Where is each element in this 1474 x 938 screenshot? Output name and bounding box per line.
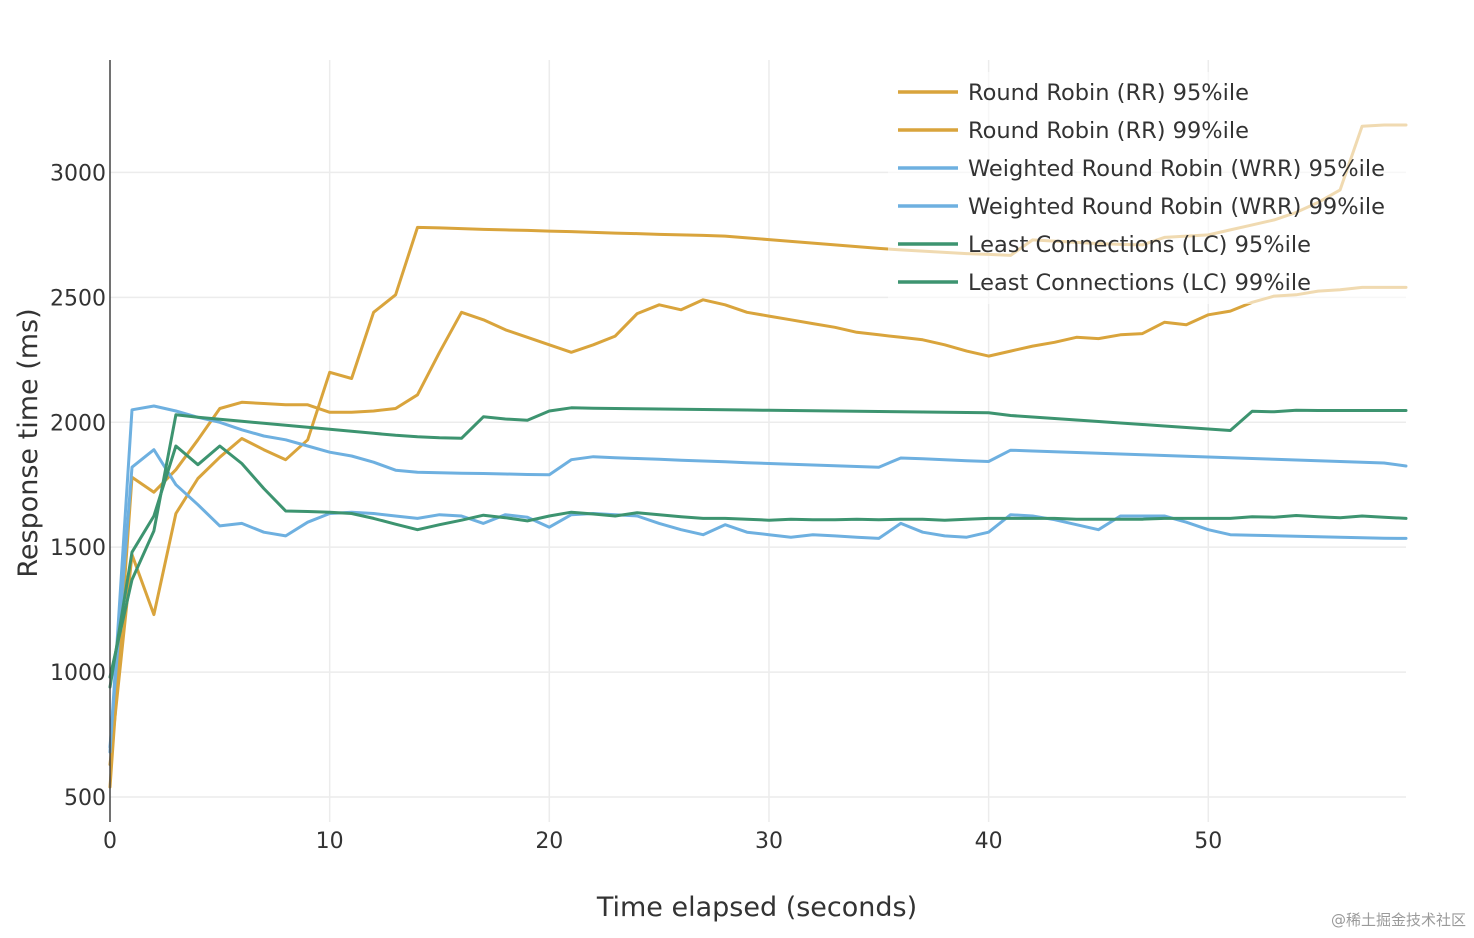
legend-label: Least Connections (LC) 95%ile: [968, 232, 1311, 258]
y-tick-label: 1000: [50, 661, 106, 686]
legend-item[interactable]: Round Robin (RR) 99%ile: [898, 118, 1249, 144]
y-tick-label: 3000: [50, 161, 106, 186]
x-tick-label: 10: [316, 829, 344, 854]
series-line-3: [108, 404, 1408, 754]
y-axis-title: Response time (ms): [13, 308, 44, 577]
x-tick-label: 40: [975, 829, 1003, 854]
x-tick-label: 0: [103, 829, 117, 854]
legend-label: Round Robin (RR) 95%ile: [968, 80, 1249, 106]
legend-item[interactable]: Round Robin (RR) 95%ile: [898, 80, 1249, 106]
y-tick-labels: 500 1000 1500 2000 2500 3000: [50, 161, 106, 811]
y-tick-label: 1500: [50, 536, 106, 561]
legend-item[interactable]: Weighted Round Robin (WRR) 95%ile: [898, 156, 1385, 182]
y-tick-label: 2500: [50, 286, 106, 311]
series-line-4: [108, 448, 1408, 749]
y-tick-label: 2000: [50, 411, 106, 436]
y-tick-label: 500: [64, 786, 106, 811]
legend-label: Round Robin (RR) 99%ile: [968, 118, 1249, 144]
legend-item[interactable]: Least Connections (LC) 99%ile: [898, 270, 1311, 296]
legend-label: Least Connections (LC) 99%ile: [968, 270, 1311, 296]
series-line-5: [108, 406, 1408, 679]
x-tick-label: 20: [535, 829, 563, 854]
legend-item[interactable]: Weighted Round Robin (WRR) 99%ile: [898, 194, 1385, 220]
legend-background: [888, 72, 1433, 304]
legend-label: Weighted Round Robin (WRR) 99%ile: [968, 194, 1385, 220]
legend: Round Robin (RR) 95%ile Round Robin (RR) …: [888, 72, 1433, 304]
series-line-6: [108, 444, 1408, 689]
x-tick-labels: 0 10 20 30 40 50: [103, 829, 1222, 854]
series-line-1: [108, 285, 1408, 789]
legend-item[interactable]: Least Connections (LC) 95%ile: [898, 232, 1311, 258]
watermark: @稀土掘金技术社区: [1330, 911, 1466, 929]
x-axis-title: Time elapsed (seconds): [596, 892, 917, 923]
x-tick-label: 50: [1194, 829, 1222, 854]
legend-label: Weighted Round Robin (WRR) 95%ile: [968, 156, 1385, 182]
x-tick-label: 30: [755, 829, 783, 854]
